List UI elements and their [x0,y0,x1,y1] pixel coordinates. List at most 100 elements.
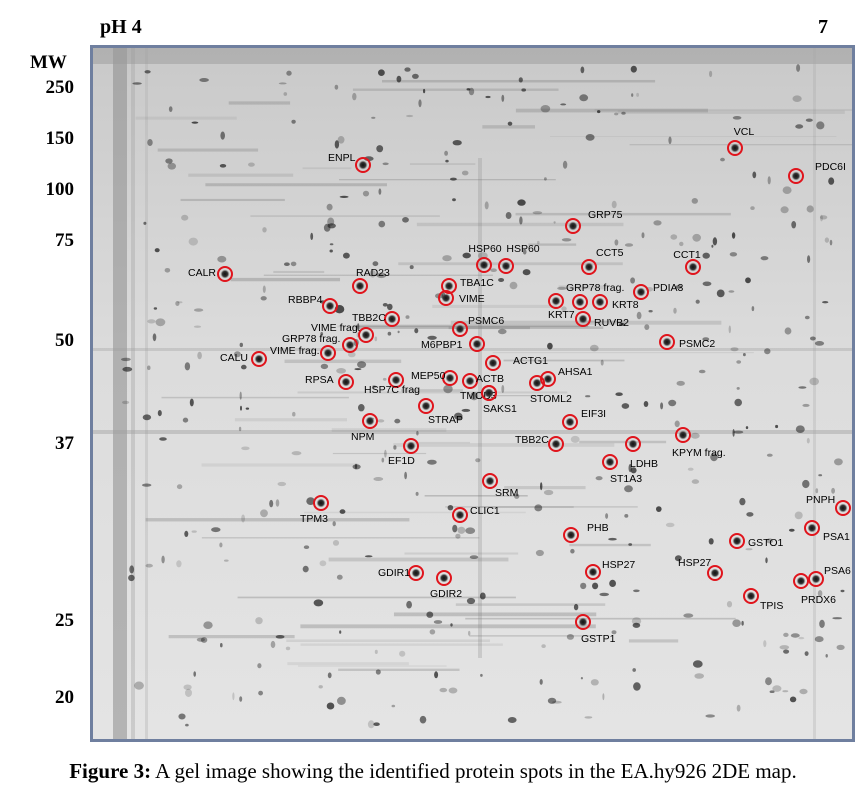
gel-spot [376,145,384,153]
ph-prefix: pH [100,16,127,38]
gel-band [617,110,845,114]
spot-dot [479,260,489,270]
spot-label: GDIR1 [378,567,410,579]
gel-spot [519,216,523,225]
spot-marker-circle [793,573,809,589]
spot-marker-circle [251,351,267,367]
gel-spot [452,140,462,146]
gel-spot [132,82,142,85]
gel-spot [339,630,342,634]
gel-spot [532,211,543,215]
gel-spot [720,157,725,162]
gel-spot [614,239,619,246]
gel-spot [728,325,731,334]
gel-spot [284,262,290,266]
spot-marker-circle [685,259,701,275]
spot-marker-circle [540,371,556,387]
gel-spot [624,243,634,247]
spot-marker-circle [808,571,824,587]
gel-spot [313,599,324,607]
gel-spot [181,214,189,221]
gel-spot [836,644,845,651]
gel-spot [832,617,843,620]
gel-spot [352,92,357,101]
gel-spot [327,223,336,229]
gel-spot [694,673,704,679]
gel-band [135,116,237,120]
spot-marker-circle [352,278,368,294]
gel-spot [805,118,813,122]
gel-band [201,537,480,539]
gel-spot [614,112,619,116]
gel-band [234,418,347,422]
gel-spot [387,303,393,311]
gel-spot [414,328,419,334]
gel-spot [433,620,443,624]
gel-band [450,320,722,325]
gel-spot [653,220,662,226]
gel-spot [404,471,407,480]
gel-spot [452,524,458,533]
gel-spot [184,530,189,537]
gel-spot [540,482,543,491]
gel-spot [197,351,202,360]
gel-spot [766,538,774,544]
gel-spot [184,362,191,371]
gel-spot [796,64,801,72]
gel-spot [185,688,192,698]
gel-spot [692,233,701,242]
gel-spot [745,426,749,430]
gel-spot [648,310,653,313]
gel-spot [630,467,637,474]
gel-spot [378,220,386,228]
gel-spot [239,391,242,400]
spot-marker-circle [633,284,649,300]
spot-dot [484,388,494,398]
gel-spot [159,437,167,441]
spot-label: GSTO1 [748,537,784,549]
gel-texture [93,48,852,739]
spot-dot [387,314,397,324]
gel-band [157,148,259,152]
gel-spot [814,341,825,346]
gel-spot [570,548,575,554]
gel-image: VCL PDC6I ENPL GRP75 HSP60 HSP60 CCT5 CCT1 CALR R… [90,45,855,742]
spot-label: MEP50 [411,370,446,382]
gel-spot [188,237,198,246]
ph-left-label: pH 4 [100,16,142,39]
gel-spot [480,673,483,677]
gel-spot [679,241,684,247]
spot-label: KRT8 [612,299,639,311]
spot-marker-circle [575,311,591,327]
gel-spot [484,201,489,210]
spot-dot [730,143,740,153]
gel-spot [806,205,814,213]
spot-marker-circle [565,218,581,234]
spot-label: GDIR2 [430,588,462,600]
gel-spot [799,688,808,695]
gel-spot [772,685,782,692]
gel-spot [178,713,186,720]
gel-spot [157,410,162,417]
gel-spot [232,692,235,701]
spot-label: SAKS1 [483,403,517,415]
gel-band [302,167,352,170]
gel-streak [131,48,135,739]
gel-spot [220,131,225,140]
gel-spot [336,574,343,580]
spot-dot [411,568,421,578]
gel-spot [760,256,769,261]
gel-spot [752,171,757,179]
spot-label: HSP60 [468,243,501,255]
gel-spot [819,215,828,220]
gel-spot [269,499,274,508]
gel-spot [817,590,823,597]
spot-marker-circle [743,588,759,604]
gel-spot [327,672,332,679]
gel-spot [553,221,556,224]
spot-marker-circle [585,564,601,580]
gel-spot [590,344,599,352]
gel-streak [478,158,482,658]
gel-spot [675,285,682,289]
gel-spot [382,162,389,166]
